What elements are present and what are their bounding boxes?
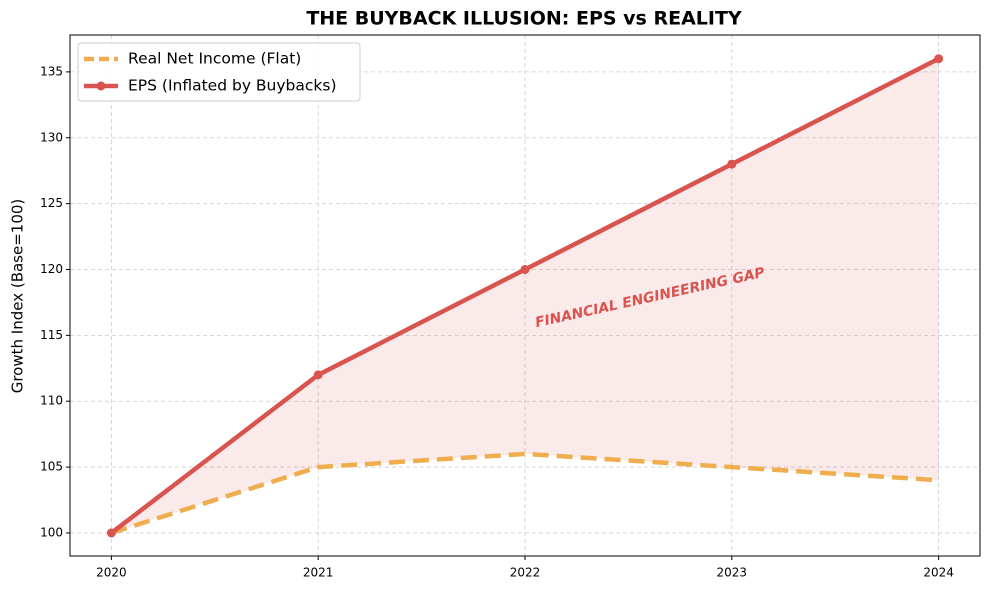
y-tick-label: 105 — [40, 460, 63, 474]
point — [520, 264, 530, 274]
point — [106, 528, 116, 538]
x-tick-label: 2023 — [717, 566, 748, 580]
y-tick-label: 130 — [40, 130, 63, 144]
y-tick-label: 110 — [40, 394, 63, 408]
y-axis-label: Growth Index (Base=100) — [9, 199, 27, 394]
chart-title: THE BUYBACK ILLUSION: EPS vs REALITY — [306, 8, 742, 30]
x-tick-label: 2024 — [923, 566, 954, 580]
gap-fill — [111, 58, 939, 533]
y-tick-label: 120 — [40, 262, 63, 276]
legend-box — [77, 42, 361, 102]
point — [313, 370, 323, 380]
y-tick-label: 115 — [40, 328, 63, 342]
series-line — [110, 451, 939, 536]
plot-frame — [69, 34, 981, 557]
x-tick-label: 2021 — [303, 566, 334, 580]
y-tick-label: 100 — [40, 525, 63, 539]
legend-marker — [96, 81, 106, 91]
y-tick-label: 125 — [40, 196, 63, 210]
legend-label: Real Net Income (Flat) — [128, 50, 301, 68]
point — [727, 159, 737, 169]
x-tick-label: 2020 — [96, 566, 127, 580]
legend-label: EPS (Inflated by Buybacks) — [128, 77, 337, 95]
y-tick-label: 135 — [40, 64, 63, 78]
point — [934, 54, 944, 64]
x-tick-label: 2022 — [510, 566, 541, 580]
